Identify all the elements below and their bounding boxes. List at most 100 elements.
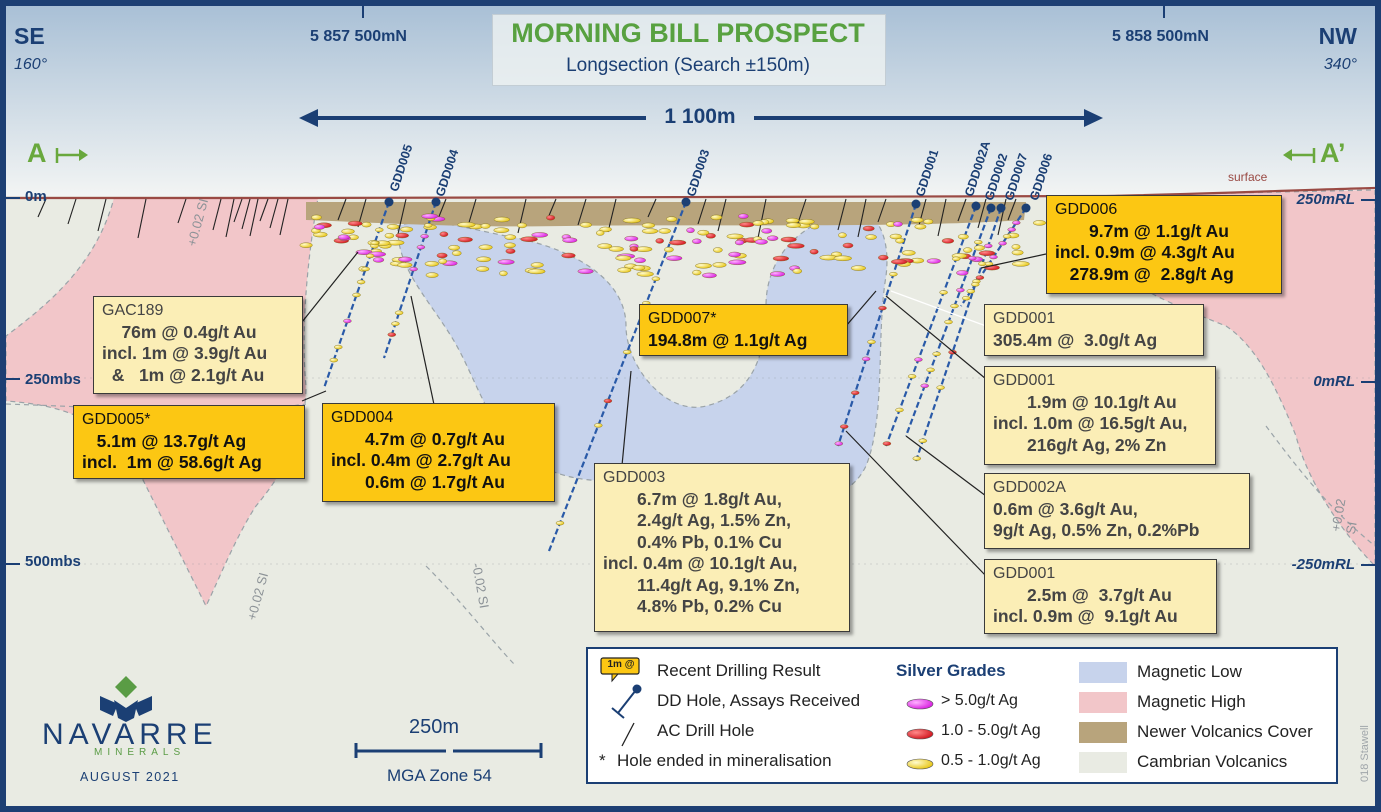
ac-drill-hole: [233, 198, 243, 223]
grade-ellipse: [594, 423, 603, 428]
grade-ellipse: [932, 351, 941, 357]
grade-ellipse: [562, 237, 578, 243]
scale-label: 250m: [409, 716, 460, 738]
grade-ellipse: [889, 272, 898, 277]
legend-grade-mid: 1.0 - 5.0g/t Ag: [941, 722, 1041, 739]
navarre-logo-mark: [100, 676, 152, 722]
northing-right: 5 858 500mN: [1112, 28, 1209, 45]
grade-ellipse: [944, 319, 953, 325]
ac-drill-hole: [607, 198, 617, 233]
grade-ellipse: [998, 241, 1007, 246]
grade-ellipse: [361, 266, 370, 272]
grade-ellipse: [956, 287, 965, 293]
grade-ellipse: [974, 245, 985, 251]
grade-ellipse: [386, 224, 400, 230]
grade-ellipse: [424, 223, 433, 228]
title-panel: [492, 14, 886, 86]
grade-ellipse: [910, 217, 924, 223]
distance-label: 1 100m: [664, 105, 736, 128]
grade-ellipse: [842, 242, 854, 249]
grade-ellipse: [840, 424, 849, 429]
grade-ellipse: [391, 321, 400, 326]
ac-drill-hole: [279, 198, 289, 236]
grade-ellipse: [384, 232, 395, 239]
contour-line-b: [425, 565, 517, 667]
grade-ellipse: [665, 216, 678, 222]
grade-ellipse: [705, 233, 716, 239]
dd-hole: [884, 201, 981, 447]
dd-hole: [914, 203, 1006, 462]
legend-magnetic-low: Magnetic Low: [1137, 662, 1242, 681]
grade-ellipse: [341, 228, 355, 235]
ac-drill-hole: [937, 198, 947, 237]
ac-drill-hole: [97, 198, 107, 232]
grade-ellipse: [398, 256, 413, 263]
grade-ellipse: [865, 234, 877, 240]
grade-ellipse: [457, 221, 476, 228]
legend-dd-hole: DD Hole, Assays Received: [657, 691, 861, 710]
callout-gdd002a: GDD002A 0.6m @ 3.6g/t Au, 9g/t Ag, 0.5% …: [984, 473, 1250, 549]
grade-ellipse: [862, 225, 875, 232]
callout-gdd001-gold: GDD001 1.9m @ 10.1g/t Au incl. 1.0m @ 16…: [984, 366, 1216, 465]
grade-ellipse: [597, 243, 613, 249]
grade-ellipse: [409, 266, 418, 272]
ac-drill-hole: [37, 198, 47, 218]
grade-ellipse: [457, 236, 473, 243]
grade-ellipse: [941, 238, 955, 244]
grade-ellipse: [754, 239, 768, 245]
grade-ellipse: [710, 214, 723, 221]
grade-ellipse: [833, 255, 852, 262]
grade-ellipse: [476, 256, 491, 263]
grade-ellipse: [963, 247, 973, 253]
grade-ellipse: [738, 213, 749, 219]
legend-symbols: [600, 657, 1127, 773]
grade-ellipse: [603, 398, 613, 404]
grade-ellipse: [439, 231, 449, 237]
grade-ellipse: [561, 252, 576, 259]
contour-line-c: [1265, 425, 1375, 547]
section-label-left: A: [27, 138, 47, 168]
grade-ellipse: [1011, 261, 1030, 267]
grade-ellipse: [867, 339, 876, 345]
logo-date: AUGUST 2021: [80, 770, 180, 784]
ac-drill-hole: [177, 198, 187, 224]
grade-ellipse: [936, 385, 945, 390]
grade-ellipse: [971, 282, 980, 287]
direction-right: NW: [1318, 23, 1357, 49]
grade-ellipse: [577, 268, 594, 274]
grade-ellipse: [966, 289, 975, 294]
grade-ellipse: [352, 292, 361, 298]
grade-ellipse: [734, 239, 745, 246]
ac-drill-hole: [877, 198, 887, 223]
grade-ellipse: [692, 269, 702, 276]
ac-drill-hole: [757, 198, 767, 239]
grade-ellipse: [962, 296, 971, 301]
dd-hole: [836, 199, 921, 447]
legend-grade-low: 0.5 - 1.0g/t Ag: [941, 752, 1041, 769]
grade-ellipse: [478, 244, 493, 251]
grade-ellipse: [1002, 234, 1012, 239]
ac-drill-hole: [397, 198, 407, 235]
depth-label-500mbs: 500mbs: [25, 553, 81, 570]
grade-ellipse: [889, 233, 902, 240]
grade-ellipse: [641, 222, 656, 229]
grade-ellipse: [493, 216, 511, 223]
rl-label-0: 0mRL: [1313, 373, 1355, 390]
grade-ellipse: [622, 349, 632, 355]
figure-subtitle: Longsection (Search ±150m): [566, 55, 810, 76]
reference-label: 018 Stawell: [1359, 725, 1371, 782]
grade-ellipse: [651, 276, 661, 281]
grade-ellipse: [728, 251, 741, 258]
grade-ellipse: [920, 383, 929, 388]
grade-ellipse: [984, 243, 993, 249]
grade-ellipse: [617, 267, 632, 273]
leader-lines: [301, 251, 1047, 577]
grade-ellipse: [712, 262, 727, 268]
grade-ellipse: [636, 271, 654, 277]
grade-ellipse: [1011, 244, 1021, 250]
grade-ellipse: [356, 279, 366, 285]
direction-left: SE: [14, 23, 45, 49]
grade-ellipse: [809, 248, 819, 255]
grade-ellipse: [493, 227, 510, 233]
grade-ellipse: [785, 222, 802, 228]
